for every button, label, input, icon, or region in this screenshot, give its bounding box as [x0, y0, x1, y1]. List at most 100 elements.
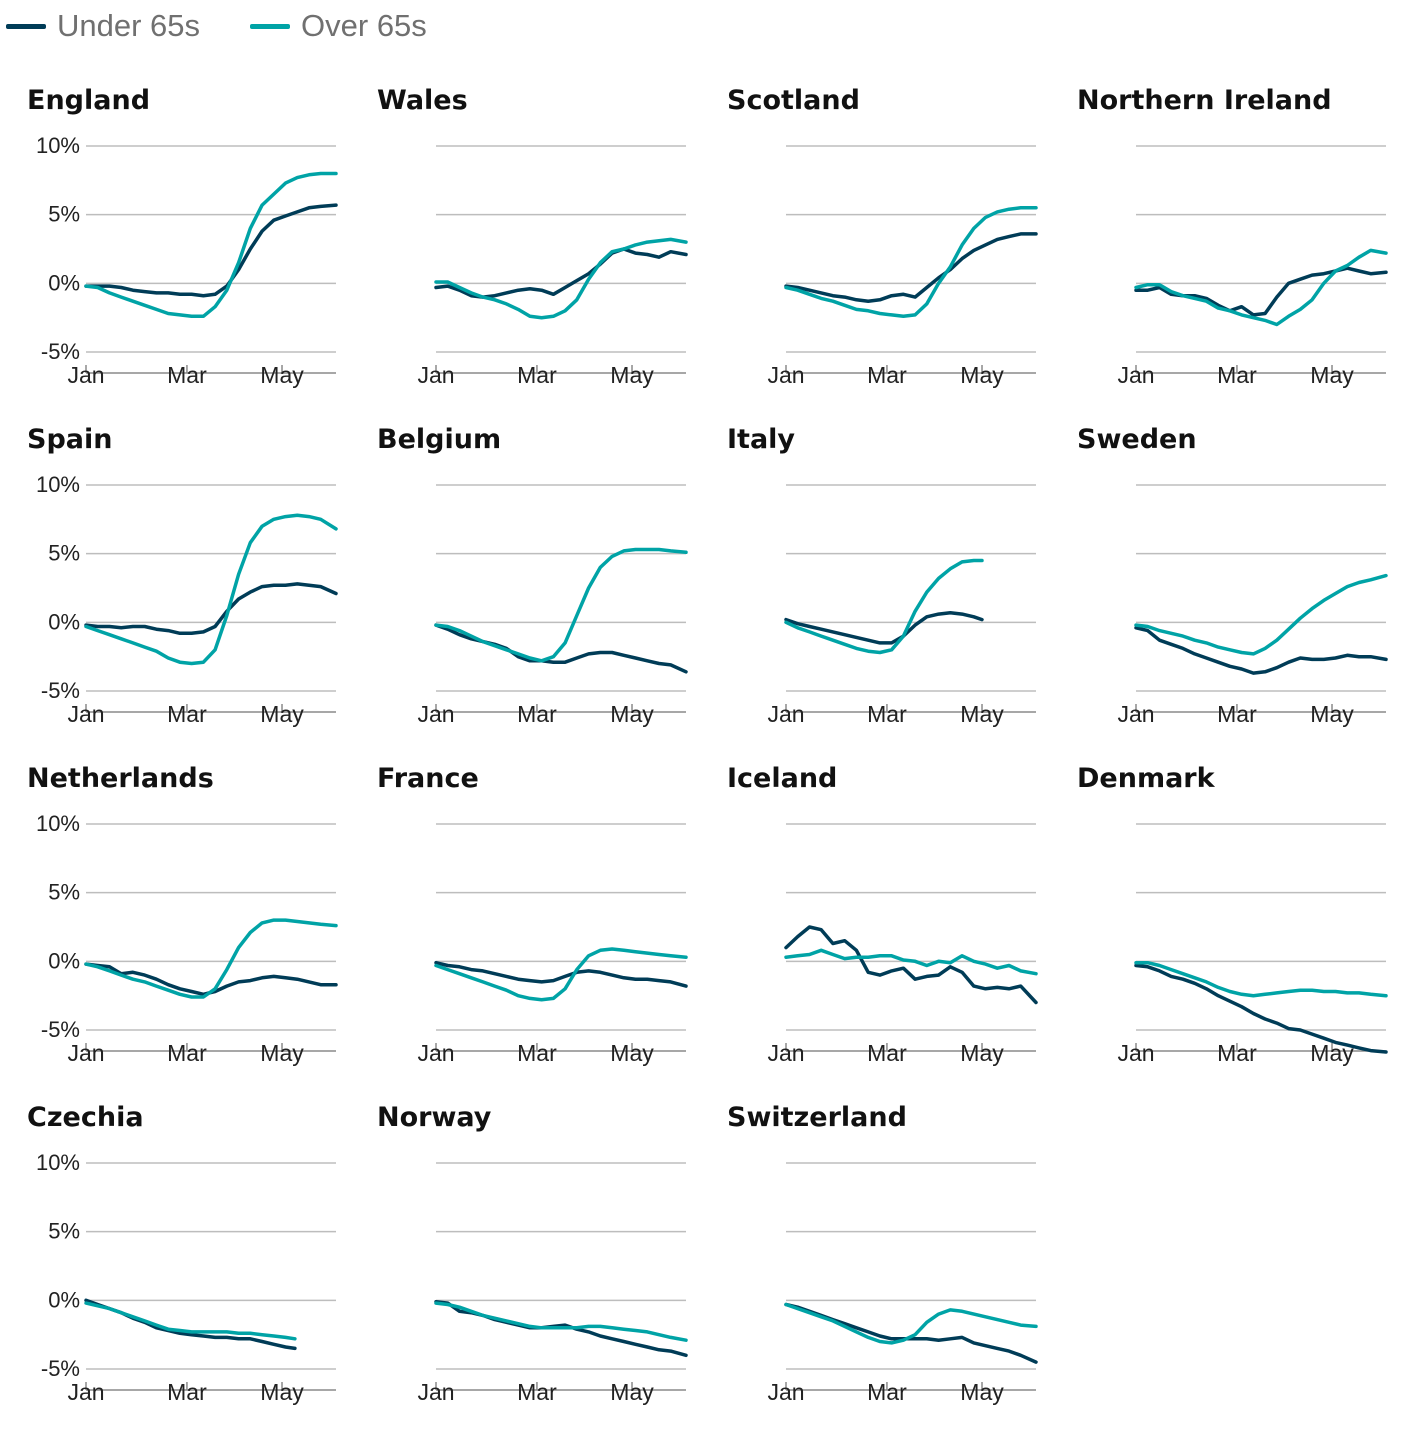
x-tick-label: Mar [167, 362, 207, 388]
legend-label-under-65s: Under 65s [57, 8, 201, 43]
y-tick-label: -5% [41, 678, 80, 703]
x-tick-label: Mar [867, 1040, 907, 1066]
x-tick-label: May [610, 1040, 654, 1066]
panel-title-france: France [377, 763, 479, 794]
x-tick-label: Jan [1117, 362, 1154, 388]
legend: Under 65s Over 65s [6, 4, 477, 48]
x-tick-label: May [960, 1040, 1004, 1066]
x-tick-label: Jan [767, 1379, 804, 1405]
series-line-under-65s-czechia [84, 1298, 297, 1351]
y-tick-label: 5% [48, 1219, 80, 1244]
panel-title-wales: Wales [377, 85, 468, 116]
series-line-over-65s-spain [84, 513, 338, 666]
panel-title-spain: Spain [27, 424, 112, 455]
x-tick-label: Mar [867, 701, 907, 727]
panel-title-switzerland: Switzerland [727, 1102, 907, 1133]
y-tick-label: -5% [41, 1017, 80, 1042]
panel-title-iceland: Iceland [727, 763, 837, 794]
x-tick-label: May [610, 1379, 654, 1405]
x-tick-label: Mar [867, 362, 907, 388]
series-line-over-65s-northern-ireland [1134, 248, 1388, 327]
x-tick-label: Jan [767, 362, 804, 388]
x-tick-label: Mar [517, 1040, 557, 1066]
x-tick-label: Jan [767, 701, 804, 727]
y-tick-label: 0% [48, 948, 80, 973]
series-line-over-65s-england [84, 171, 338, 319]
x-tick-label: Jan [417, 701, 454, 727]
x-tick-label: Mar [867, 1379, 907, 1405]
panel-title-norway: Norway [377, 1102, 492, 1133]
panel-title-netherlands: Netherlands [27, 763, 214, 794]
series-line-over-65s-scotland [784, 206, 1038, 319]
x-tick-label: May [610, 701, 654, 727]
x-tick-label: May [260, 701, 304, 727]
panel-title-england: England [27, 85, 150, 116]
x-tick-label: Mar [517, 1379, 557, 1405]
series-line-over-65s-sweden [1134, 573, 1388, 656]
y-tick-label: 5% [48, 202, 80, 227]
series-line-over-65s-belgium [434, 547, 688, 663]
series-line-under-65s-spain [84, 582, 338, 636]
legend-item-over-65s[interactable]: Over 65s [250, 8, 427, 44]
series-line-over-65s-czechia [84, 1301, 297, 1341]
series-line-over-65s-norway [434, 1301, 688, 1342]
x-tick-label: Jan [1117, 701, 1154, 727]
x-tick-label: May [960, 1379, 1004, 1405]
x-tick-label: Jan [417, 1379, 454, 1405]
panel-title-scotland: Scotland [727, 85, 860, 116]
x-tick-label: Mar [1217, 1040, 1257, 1066]
x-tick-label: Jan [417, 1040, 454, 1066]
series-line-under-65s-iceland [784, 925, 1038, 1005]
x-tick-label: Jan [67, 362, 104, 388]
x-tick-label: May [260, 362, 304, 388]
series-line-under-65s-england [84, 203, 338, 298]
x-tick-label: May [960, 701, 1004, 727]
x-tick-label: Mar [167, 1379, 207, 1405]
panel-title-czechia: Czechia [27, 1102, 144, 1133]
x-tick-label: Jan [67, 701, 104, 727]
series-line-under-65s-denmark [1134, 963, 1388, 1054]
y-tick-label: 10% [36, 133, 80, 158]
legend-label-over-65s: Over 65s [301, 8, 427, 43]
x-tick-label: May [1310, 701, 1354, 727]
legend-item-under-65s[interactable]: Under 65s [6, 8, 200, 44]
series-line-over-65s-iceland [784, 948, 1038, 976]
x-tick-label: Mar [1217, 701, 1257, 727]
legend-swatch-under-65s [6, 23, 46, 29]
series-line-under-65s-sweden [1134, 626, 1388, 675]
y-tick-label: 5% [48, 541, 80, 566]
series-line-under-65s-wales [434, 247, 688, 299]
y-tick-label: 0% [48, 609, 80, 634]
x-tick-label: Mar [1217, 362, 1257, 388]
series-line-under-65s-switzerland [784, 1302, 1038, 1364]
x-tick-label: Jan [767, 1040, 804, 1066]
y-tick-label: 5% [48, 880, 80, 905]
x-tick-label: Jan [67, 1040, 104, 1066]
series-line-under-65s-scotland [784, 232, 1038, 303]
legend-swatch-over-65s [250, 23, 291, 29]
series-line-under-65s-france [434, 960, 688, 988]
panel-title-northern-ireland: Northern Ireland [1077, 85, 1332, 116]
series-line-over-65s-netherlands [84, 918, 338, 999]
series-line-over-65s-denmark [1134, 960, 1388, 998]
panel-title-italy: Italy [727, 424, 795, 455]
series-line-over-65s-switzerland [784, 1302, 1038, 1345]
x-tick-label: May [260, 1040, 304, 1066]
x-tick-label: Mar [517, 701, 557, 727]
y-tick-label: 0% [48, 1287, 80, 1312]
x-tick-label: Mar [167, 701, 207, 727]
x-tick-label: Mar [517, 362, 557, 388]
x-tick-label: Jan [417, 362, 454, 388]
series-line-over-65s-france [434, 947, 688, 1002]
x-tick-label: May [960, 362, 1004, 388]
x-tick-label: May [1310, 362, 1354, 388]
y-tick-label: -5% [41, 339, 80, 364]
panel-title-sweden: Sweden [1077, 424, 1197, 455]
x-tick-label: Jan [1117, 1040, 1154, 1066]
panel-title-belgium: Belgium [377, 424, 501, 455]
series-line-under-65s-italy [784, 610, 984, 645]
y-tick-label: 10% [36, 1150, 80, 1175]
panel-title-denmark: Denmark [1077, 763, 1216, 794]
y-tick-label: 10% [36, 472, 80, 497]
